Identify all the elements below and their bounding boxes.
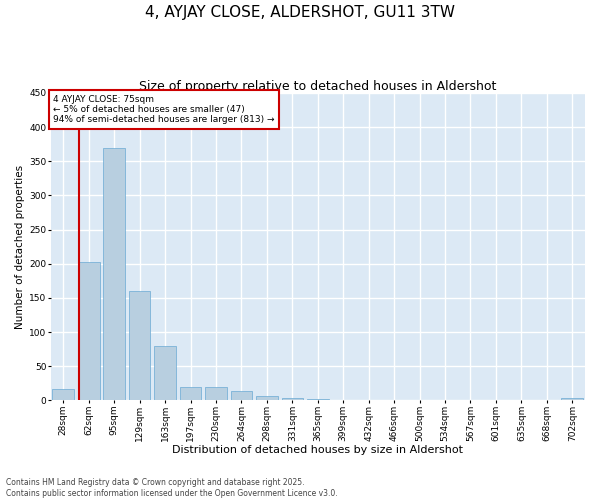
X-axis label: Distribution of detached houses by size in Aldershot: Distribution of detached houses by size … [172, 445, 463, 455]
Bar [103, 148, 125, 400]
Bar [307, 399, 329, 400]
Bar [129, 291, 151, 401]
Bar [52, 388, 74, 400]
Bar [256, 396, 278, 400]
Y-axis label: Number of detached properties: Number of detached properties [15, 164, 25, 328]
Bar [562, 398, 583, 400]
Bar [180, 386, 202, 400]
Bar [230, 392, 252, 400]
Text: 4, AYJAY CLOSE, ALDERSHOT, GU11 3TW: 4, AYJAY CLOSE, ALDERSHOT, GU11 3TW [145, 5, 455, 20]
Bar [205, 386, 227, 400]
Bar [154, 346, 176, 401]
Title: Size of property relative to detached houses in Aldershot: Size of property relative to detached ho… [139, 80, 496, 93]
Text: 4 AYJAY CLOSE: 75sqm
← 5% of detached houses are smaller (47)
94% of semi-detach: 4 AYJAY CLOSE: 75sqm ← 5% of detached ho… [53, 94, 275, 124]
Bar [281, 398, 303, 400]
Text: Contains HM Land Registry data © Crown copyright and database right 2025.
Contai: Contains HM Land Registry data © Crown c… [6, 478, 338, 498]
Bar [78, 262, 100, 400]
